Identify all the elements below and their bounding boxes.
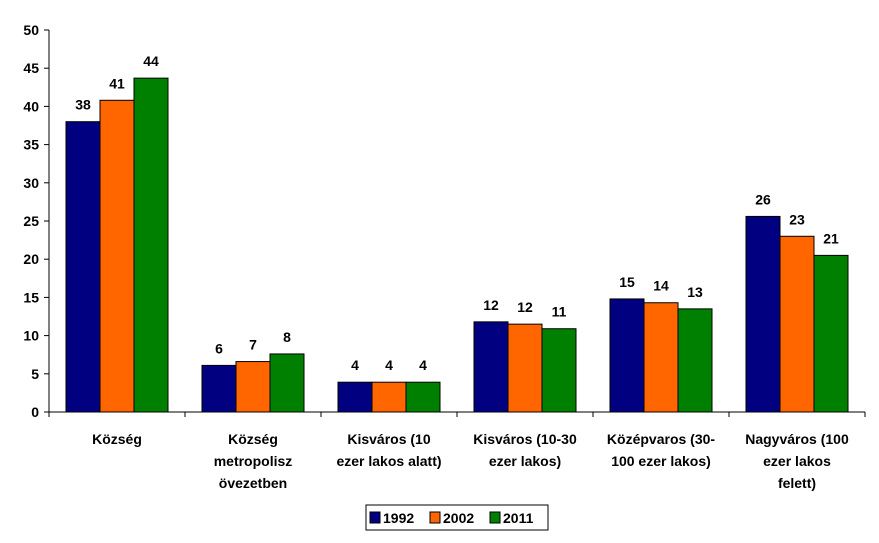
- y-tick-label: 5: [31, 366, 39, 382]
- y-tick-label: 15: [23, 289, 39, 305]
- bar-2011: [541, 328, 577, 413]
- data-label: 12: [517, 299, 533, 315]
- y-tick-label: 40: [23, 98, 39, 114]
- data-label: 14: [653, 278, 669, 294]
- bar-2002: [235, 361, 271, 413]
- data-label: 21: [823, 230, 839, 246]
- x-tick-label: Község: [92, 431, 142, 447]
- data-label: 26: [755, 191, 771, 207]
- data-label: 4: [351, 357, 359, 373]
- y-tick-label: 20: [23, 251, 39, 267]
- data-label: 6: [215, 340, 223, 356]
- bar-1992: [201, 364, 237, 413]
- data-label: 23: [789, 211, 805, 227]
- data-label: 7: [249, 337, 257, 353]
- x-tick-label: Kisváros (10-30: [473, 431, 577, 447]
- x-tick-label: metropolisz: [214, 453, 293, 469]
- data-label: 4: [385, 357, 393, 373]
- x-tick-label: övezetben: [219, 475, 287, 491]
- legend: [365, 504, 549, 531]
- y-tick-label: 30: [23, 175, 39, 191]
- bar-2011: [677, 308, 713, 413]
- x-tick-label: Kisváros (10: [347, 431, 430, 447]
- x-tick-label: ezer lakos: [763, 453, 831, 469]
- data-label: 4: [419, 357, 427, 373]
- y-tick-label: 50: [23, 22, 39, 38]
- bar-2011: [269, 353, 305, 413]
- x-tick-label: Nagyváros (100: [745, 431, 849, 447]
- bar-1992: [745, 215, 781, 413]
- bar-1992: [65, 121, 101, 413]
- data-label: 38: [75, 97, 91, 113]
- bar-1992: [609, 298, 645, 413]
- bar-1992: [473, 321, 509, 413]
- bar-2002: [643, 302, 679, 413]
- bar-2011: [133, 77, 169, 413]
- y-tick-label: 35: [23, 137, 39, 153]
- data-label: 8: [283, 329, 291, 345]
- data-label: 41: [109, 75, 125, 91]
- x-tick-label: ezer lakos alatt): [336, 453, 441, 469]
- x-tick-label: felett): [778, 475, 816, 491]
- y-tick-label: 45: [23, 60, 39, 76]
- data-label: 11: [552, 304, 567, 320]
- legend-swatch-2011: [489, 511, 501, 524]
- legend-label: 1992: [383, 510, 414, 526]
- y-tick-label: 25: [23, 213, 39, 229]
- y-tick-label: 0: [31, 404, 39, 420]
- bar-2002: [371, 381, 407, 413]
- x-tick-label: 100 ezer lakos): [611, 453, 711, 469]
- bar-2002: [99, 99, 135, 413]
- x-tick-label: Község: [228, 431, 278, 447]
- data-label: 12: [483, 297, 499, 313]
- legend-swatch-2002: [429, 511, 441, 524]
- legend-swatch-1992: [369, 511, 381, 524]
- x-tick-label: Középvaros (30-: [607, 431, 715, 447]
- bar-2002: [779, 235, 815, 413]
- y-tick-label: 10: [23, 328, 39, 344]
- data-label: 15: [619, 274, 635, 290]
- data-label: 13: [687, 284, 703, 300]
- data-label: 44: [143, 53, 159, 69]
- bar-2011: [405, 381, 441, 413]
- x-tick-label: ezer lakos): [489, 453, 561, 469]
- legend-label: 2002: [443, 510, 474, 526]
- legend-label: 2011: [503, 510, 534, 526]
- bar-1992: [337, 381, 373, 413]
- bar-2002: [507, 323, 543, 413]
- bar-2011: [813, 254, 849, 413]
